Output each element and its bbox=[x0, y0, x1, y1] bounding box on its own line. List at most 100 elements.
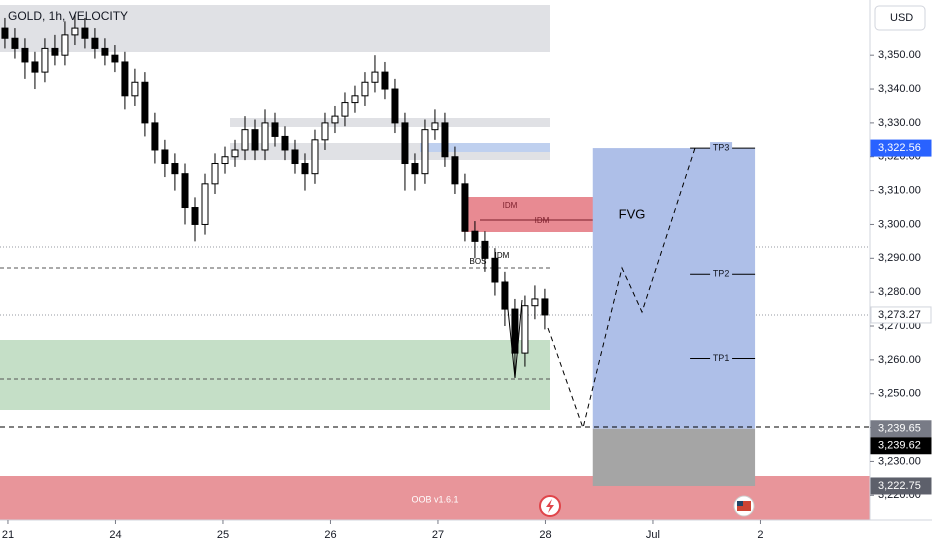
target-label-bg bbox=[710, 268, 733, 281]
price-badge-label: 3,222.75 bbox=[878, 480, 921, 492]
currency-button[interactable] bbox=[874, 5, 926, 31]
candle-body bbox=[511, 308, 519, 354]
candle-body bbox=[91, 37, 99, 49]
y-tick-label: 3,250.00 bbox=[878, 388, 921, 400]
x-tick-label: 28 bbox=[539, 529, 551, 541]
price-badge-label: 3,273.27 bbox=[878, 309, 921, 321]
candle-body bbox=[171, 163, 179, 175]
price-badge bbox=[870, 477, 932, 495]
candle-body bbox=[251, 129, 259, 151]
candle-body bbox=[51, 47, 59, 56]
candle-body bbox=[531, 298, 539, 307]
candle-body bbox=[281, 135, 289, 151]
price-badge bbox=[870, 139, 932, 157]
target-label-bg bbox=[710, 352, 733, 365]
candle-body bbox=[491, 257, 499, 283]
demand-zone bbox=[0, 340, 550, 410]
price-badge-label: 3,239.62 bbox=[878, 440, 921, 452]
candle-body bbox=[71, 27, 79, 36]
x-tick-label: 25 bbox=[217, 529, 229, 541]
candle-body bbox=[361, 81, 369, 97]
price-badge bbox=[870, 437, 932, 455]
y-tick-label: 3,230.00 bbox=[878, 455, 921, 467]
candle-body bbox=[261, 122, 269, 151]
candle-body bbox=[331, 115, 339, 124]
candle-body bbox=[201, 183, 209, 225]
y-tick-label: 3,260.00 bbox=[878, 354, 921, 366]
y-tick-label: 3,310.00 bbox=[878, 185, 921, 197]
candle-body bbox=[351, 95, 359, 104]
target-label: TP1 bbox=[713, 353, 730, 363]
candle-body bbox=[11, 37, 19, 49]
x-tick-label: 26 bbox=[324, 529, 336, 541]
candle-body bbox=[441, 122, 449, 158]
price-badge-label: 3,322.56 bbox=[878, 142, 921, 154]
x-tick-label: Jul bbox=[646, 529, 660, 541]
y-tick-label: 3,340.00 bbox=[878, 83, 921, 95]
candle-body bbox=[341, 102, 349, 117]
candle-body bbox=[31, 61, 39, 73]
candle-body bbox=[271, 122, 279, 137]
candle-body bbox=[451, 156, 459, 185]
candle-body bbox=[161, 149, 169, 165]
candle-body bbox=[371, 71, 379, 83]
candle-body bbox=[421, 129, 429, 175]
candle-body bbox=[321, 122, 329, 141]
y-tick-label: 3,350.00 bbox=[878, 49, 921, 61]
currency: USD bbox=[890, 12, 913, 24]
candle-body bbox=[111, 54, 119, 63]
x-tick-label: 27 bbox=[432, 529, 444, 541]
candle-body bbox=[241, 129, 249, 151]
annotation: IDM bbox=[535, 216, 550, 225]
chart-title: GOLD, 1h, VELOCITY bbox=[8, 9, 128, 23]
candle-body bbox=[121, 61, 129, 97]
forecast-path bbox=[547, 147, 696, 430]
x-tick-label: 21 bbox=[2, 529, 14, 541]
annotation: IDM bbox=[503, 201, 518, 210]
candle-body bbox=[231, 149, 239, 158]
candle-body bbox=[101, 47, 109, 56]
x-tick-label: 2 bbox=[757, 529, 763, 541]
candle-body bbox=[461, 183, 469, 232]
price-badge bbox=[870, 420, 932, 438]
annotation: OOB v1.6.1 bbox=[411, 494, 458, 504]
candle-body bbox=[41, 47, 49, 73]
candle-body bbox=[541, 298, 549, 316]
candle-body bbox=[301, 163, 309, 175]
flag-canton bbox=[737, 501, 743, 506]
x-tick-label: 24 bbox=[109, 529, 121, 541]
y-tick-label: 3,280.00 bbox=[878, 286, 921, 298]
y-tick-label: 3,330.00 bbox=[878, 117, 921, 129]
blue-zone bbox=[420, 143, 550, 152]
candle-body bbox=[221, 156, 229, 165]
profit-zone bbox=[592, 148, 756, 429]
target-label-bg bbox=[710, 142, 733, 155]
annotation: IDM bbox=[495, 251, 510, 260]
target-label: TP2 bbox=[713, 269, 730, 279]
candle-body bbox=[151, 122, 159, 151]
candle-body bbox=[431, 122, 439, 131]
candle-body bbox=[401, 122, 409, 165]
candle-body bbox=[141, 81, 149, 124]
candle-body bbox=[481, 240, 489, 259]
lightning bbox=[546, 499, 554, 513]
y-tick-label: 3,290.00 bbox=[878, 252, 921, 264]
loss-zone bbox=[592, 428, 756, 486]
candle-body bbox=[211, 163, 219, 185]
price-badge bbox=[870, 306, 932, 324]
candle-body bbox=[191, 207, 199, 225]
candle-body bbox=[471, 230, 479, 242]
y-tick-label: 3,300.00 bbox=[878, 218, 921, 230]
annotation: FVG bbox=[619, 206, 646, 221]
annotation: BOS bbox=[470, 257, 487, 266]
candle-body bbox=[391, 88, 399, 124]
candle-body bbox=[521, 305, 529, 354]
price-badge-label: 3,239.65 bbox=[878, 423, 921, 435]
flag bbox=[737, 501, 751, 511]
candle-body bbox=[311, 139, 319, 175]
candle-body bbox=[381, 71, 389, 90]
candle-body bbox=[81, 27, 89, 39]
candle-body bbox=[411, 163, 419, 175]
